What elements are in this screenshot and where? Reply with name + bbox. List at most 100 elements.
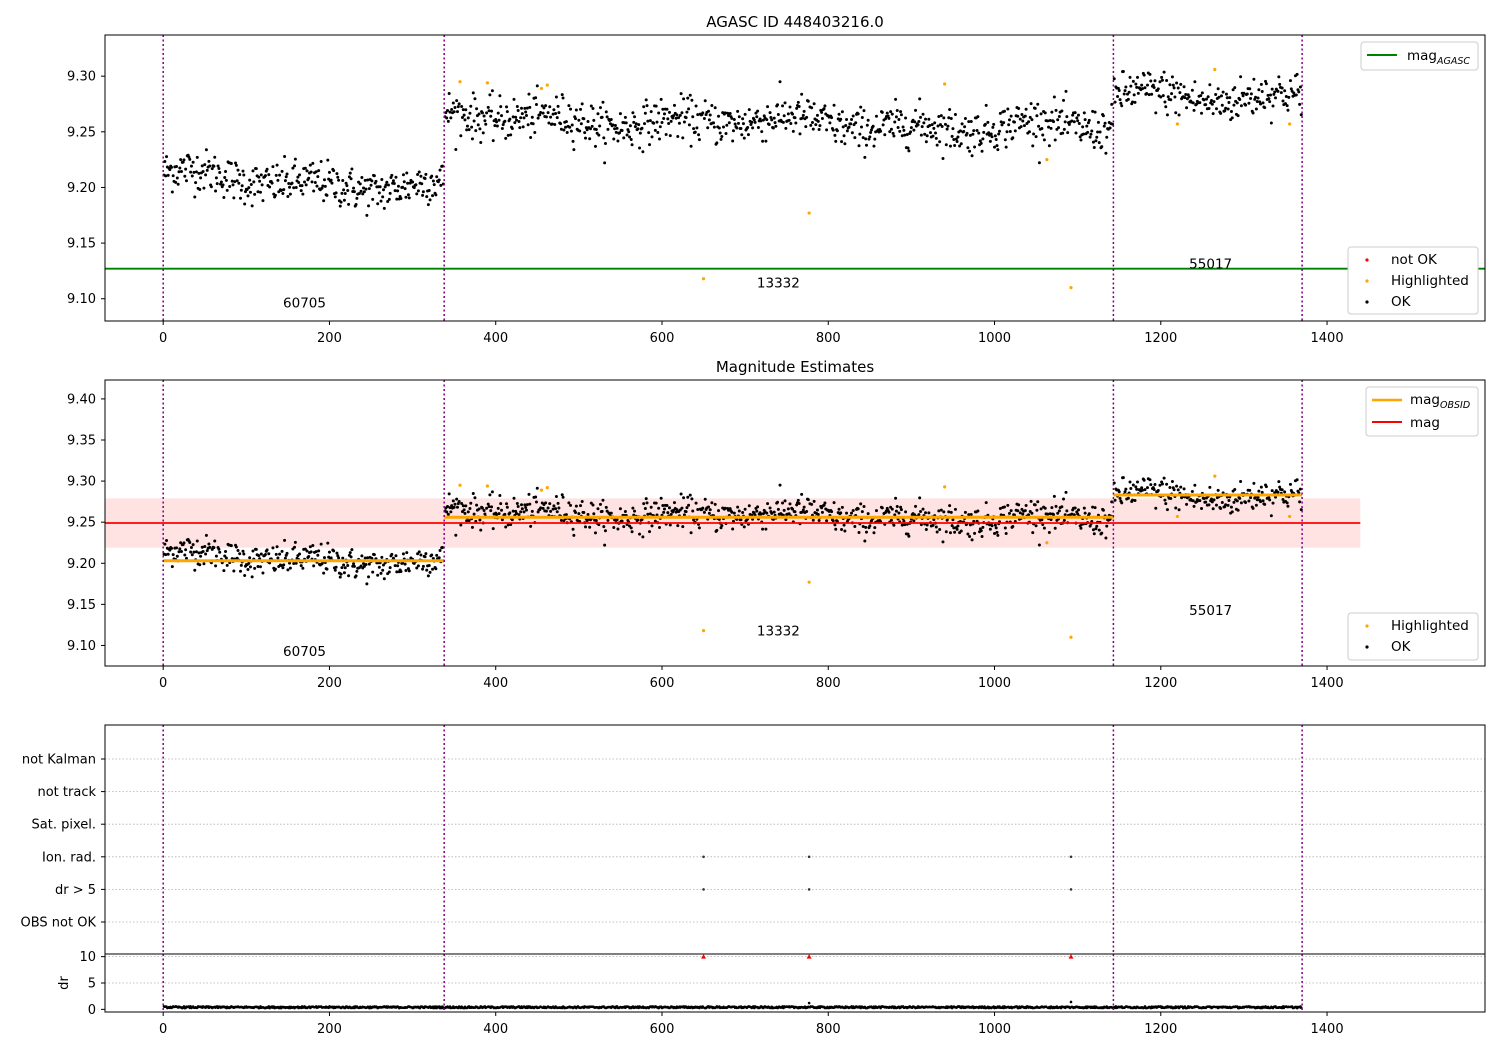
ok-point — [280, 169, 284, 173]
ok-point — [381, 563, 385, 567]
ok-point — [367, 187, 371, 191]
ok-point — [752, 118, 756, 122]
ok-point — [916, 123, 920, 127]
ok-point — [1230, 510, 1234, 514]
ok-point — [261, 199, 265, 203]
ok-point — [973, 145, 977, 149]
ok-point — [460, 104, 464, 108]
ok-point — [1009, 509, 1013, 513]
ok-point — [979, 529, 983, 533]
ok-point — [1050, 506, 1054, 510]
ok-point — [605, 115, 609, 119]
ok-point — [934, 136, 938, 140]
ok-point — [996, 148, 1000, 152]
ok-point — [176, 182, 180, 186]
ok-point — [999, 120, 1003, 124]
ok-point — [477, 112, 481, 116]
ok-point — [932, 126, 936, 130]
ok-point — [1241, 94, 1245, 98]
ok-point — [771, 126, 775, 130]
ok-point — [448, 506, 452, 510]
ok-point — [857, 144, 861, 148]
ok-point — [654, 501, 658, 505]
ok-point — [662, 117, 666, 121]
highlighted-point — [539, 86, 544, 91]
ok-point — [346, 563, 350, 567]
ok-point — [200, 545, 204, 549]
ok-point — [1103, 121, 1107, 125]
ok-point — [1212, 498, 1216, 502]
dr-axis-label: dr — [57, 976, 72, 990]
ok-point — [893, 120, 897, 124]
ok-point — [552, 504, 556, 508]
ok-point — [726, 111, 730, 115]
ok-point — [645, 104, 649, 108]
ok-point — [759, 119, 763, 123]
ok-point — [958, 144, 962, 148]
ok-point — [396, 184, 400, 188]
ok-point — [370, 179, 374, 183]
ok-point — [623, 510, 627, 514]
ok-point — [522, 510, 526, 514]
legend-highlighted: Highlighted — [1391, 618, 1469, 634]
ok-point — [1093, 110, 1097, 114]
ok-point — [850, 118, 854, 122]
ok-point — [308, 163, 312, 167]
ok-point — [1017, 106, 1021, 110]
ok-point — [267, 173, 271, 177]
ok-point — [579, 122, 583, 126]
ok-point — [1087, 512, 1091, 516]
ok-point — [1050, 110, 1054, 114]
ok-point — [1076, 512, 1080, 516]
ok-point — [917, 513, 921, 517]
ok-point — [1140, 87, 1144, 91]
ok-point — [835, 129, 839, 133]
ok-point — [1040, 126, 1044, 130]
ok-point — [675, 113, 679, 117]
ok-point — [690, 497, 694, 501]
ok-point — [365, 582, 369, 586]
ok-point — [336, 175, 340, 179]
ok-point — [1134, 485, 1138, 489]
ok-point — [471, 491, 475, 495]
ok-point — [259, 173, 263, 177]
ok-point — [810, 121, 814, 125]
ok-point — [403, 562, 407, 566]
ok-point — [354, 574, 358, 578]
ok-point — [495, 513, 499, 517]
ok-point — [1191, 101, 1195, 105]
ok-point — [1064, 490, 1068, 494]
ok-point — [234, 163, 238, 167]
ok-point — [845, 117, 849, 121]
ok-point — [1160, 482, 1164, 486]
ok-point — [163, 160, 167, 164]
ok-point — [731, 129, 735, 133]
ok-point — [781, 104, 785, 108]
ok-point — [787, 118, 791, 122]
ok-point — [767, 122, 771, 126]
ok-point — [784, 126, 788, 130]
ok-point — [1227, 100, 1231, 104]
ok-point — [1252, 481, 1256, 485]
ok-point — [494, 118, 498, 122]
ok-point — [849, 122, 853, 126]
ok-point — [218, 550, 222, 554]
ok-point — [1268, 100, 1272, 104]
ok-point — [224, 169, 228, 173]
ok-point — [1299, 508, 1303, 512]
ok-point — [1149, 483, 1153, 487]
ok-point — [1208, 485, 1212, 489]
ok-point — [612, 525, 616, 529]
ok-point — [1056, 511, 1060, 515]
ok-point — [241, 169, 245, 173]
ok-point — [850, 511, 854, 515]
ok-point — [496, 111, 500, 115]
ok-point — [1113, 498, 1117, 502]
ok-point — [179, 541, 183, 545]
ok-point — [288, 566, 292, 570]
ok-point — [900, 523, 904, 527]
ok-point — [474, 129, 478, 133]
ok-point — [810, 106, 814, 110]
ok-point — [193, 568, 197, 572]
ok-point — [943, 122, 947, 126]
